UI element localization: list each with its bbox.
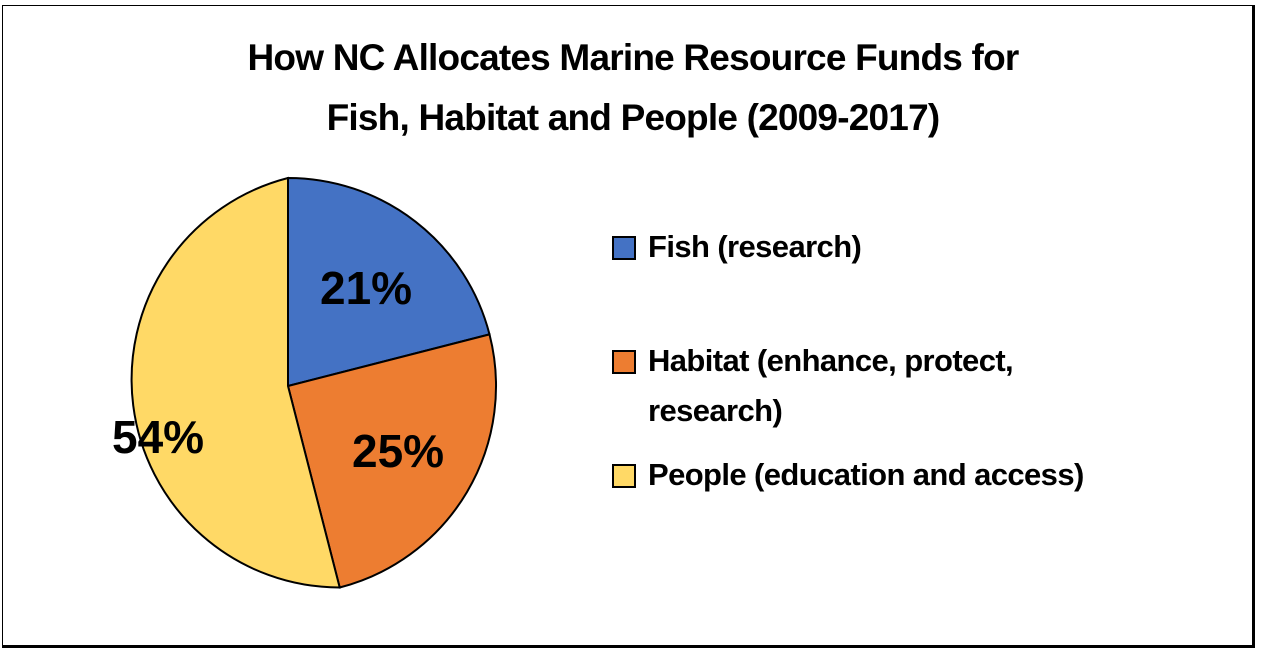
legend-swatch-fish	[612, 236, 636, 260]
data-label-fish: 21%	[320, 262, 412, 314]
legend-swatch-people	[612, 464, 636, 488]
legend-label-habitat-line-2: research)	[648, 393, 783, 428]
legend-item-people[interactable]: People (education and access)	[612, 457, 1084, 500]
legend-label-fish: Fish (research)	[648, 229, 862, 264]
pie-slice-fish[interactable]	[287, 176, 491, 388]
legend-label-habitat-line-1: Habitat (enhance, protect,	[648, 343, 1014, 378]
pie-slice-habitat[interactable]	[286, 333, 497, 589]
chart-title-line-1: How NC Allocates Marine Resource Funds f…	[247, 37, 1020, 78]
legend-item-fish[interactable]: Fish (research)	[612, 229, 862, 272]
chart-title-line-2: Fish, Habitat and People (2009-2017)	[326, 97, 941, 138]
legend-item-habitat[interactable]: Habitat (enhance, protect, research)	[612, 343, 1014, 436]
chart-title: How NC Allocates Marine Resource Funds f…	[0, 28, 1266, 148]
pie-slice-people[interactable]	[130, 176, 341, 589]
data-label-habitat: 25%	[352, 425, 444, 477]
chart-frame	[2, 5, 1255, 648]
data-label-people: 54%	[112, 411, 204, 463]
legend-label-people: People (education and access)	[648, 457, 1084, 492]
legend-swatch-habitat	[612, 350, 636, 374]
legend-label-habitat: Habitat (enhance, protect, research)	[648, 336, 1014, 436]
